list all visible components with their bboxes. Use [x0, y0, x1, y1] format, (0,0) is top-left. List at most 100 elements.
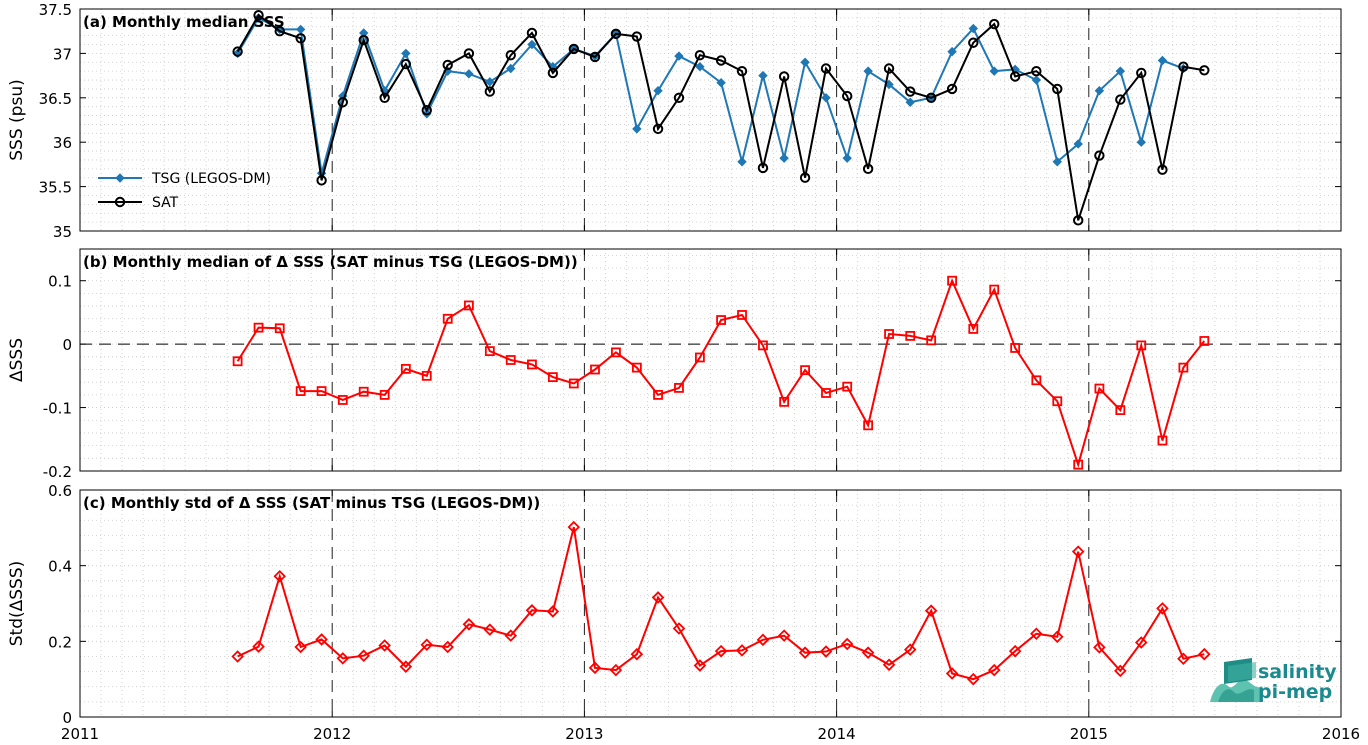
y-tick-label: 0.2 — [48, 633, 72, 651]
data-point — [336, 652, 350, 665]
data-point — [1008, 644, 1022, 658]
data-point — [757, 162, 769, 174]
data-point — [735, 644, 749, 657]
data-point — [273, 569, 287, 583]
data-point — [1114, 664, 1127, 678]
data-point — [359, 28, 369, 38]
data-point — [863, 420, 874, 431]
series-line — [236, 13, 1205, 221]
x-tick-label: 2014 — [818, 725, 856, 743]
data-point — [862, 163, 874, 175]
data-point — [695, 62, 705, 72]
data-point — [945, 667, 959, 680]
data-point — [421, 105, 432, 116]
data-point — [358, 386, 369, 397]
data-point — [567, 520, 581, 534]
y-tick-label: 36.5 — [39, 90, 72, 108]
legend: TSG (LEGOS-DM) SAT — [98, 171, 271, 211]
data-point — [253, 10, 264, 21]
data-point — [968, 37, 979, 48]
data-point — [716, 315, 726, 325]
panel-title: (a) Monthly median SSS — [83, 13, 285, 31]
data-point — [1157, 164, 1168, 175]
logo-line2: pi-mep — [1258, 681, 1332, 703]
data-point — [232, 356, 243, 367]
data-point — [1094, 383, 1105, 394]
data-point — [441, 640, 454, 654]
data-point — [800, 365, 810, 376]
data-point — [483, 623, 497, 636]
y-tick-label: 0.1 — [48, 273, 72, 291]
y-tick-label: 0 — [62, 336, 72, 354]
data-point — [1115, 66, 1126, 76]
data-point — [1030, 627, 1043, 641]
data-point — [420, 638, 434, 652]
data-point — [631, 31, 643, 42]
data-point — [463, 48, 475, 59]
data-point — [546, 605, 560, 618]
data-point — [925, 92, 937, 104]
data-point — [506, 63, 516, 74]
data-point — [462, 618, 476, 631]
data-point — [484, 346, 495, 357]
data-point — [1198, 647, 1211, 661]
data-point — [231, 650, 244, 663]
data-point — [968, 23, 978, 34]
data-point — [905, 86, 916, 97]
data-point — [1010, 343, 1021, 353]
salinity-pi-mep-logo: salinity pi-mep — [1210, 658, 1337, 703]
data-point — [652, 123, 664, 135]
data-point — [821, 388, 831, 398]
grid — [80, 249, 1341, 471]
data-point — [989, 18, 1000, 30]
data-point — [274, 323, 285, 334]
data-point — [842, 153, 852, 163]
data-point — [547, 372, 558, 383]
data-point — [1136, 340, 1147, 351]
legend-label: SAT — [152, 195, 179, 211]
data-point — [358, 34, 369, 46]
data-point — [379, 389, 390, 400]
data-point — [1178, 61, 1189, 72]
x-tick-label: 2015 — [1070, 725, 1108, 743]
legend-label: TSG (LEGOS-DM) — [151, 171, 271, 187]
data-point — [926, 335, 937, 346]
data-point — [715, 55, 727, 66]
panel-title: (c) Monthly std of Δ SSS (SAT minus TSG … — [83, 494, 540, 512]
data-point — [1094, 85, 1105, 96]
data-point — [840, 637, 854, 651]
data-point — [989, 66, 999, 76]
data-point — [588, 661, 602, 675]
data-point — [505, 355, 516, 365]
data-point — [905, 97, 915, 107]
plot-area — [80, 490, 1341, 717]
data-point — [1052, 396, 1063, 407]
data-point — [400, 363, 411, 374]
data-point — [779, 153, 789, 163]
data-point — [989, 284, 1000, 295]
legend-marker — [114, 196, 126, 208]
data-point — [378, 639, 391, 652]
data-point — [758, 70, 768, 81]
data-point — [905, 330, 916, 341]
data-point — [253, 322, 264, 333]
data-point — [1199, 336, 1210, 346]
data-point — [1136, 67, 1147, 79]
data-point — [527, 39, 537, 50]
data-point — [357, 649, 370, 662]
series-delta-c — [231, 520, 1211, 686]
data-point — [610, 28, 622, 40]
y-tick-label: 0.4 — [48, 558, 72, 576]
data-point — [485, 77, 495, 87]
data-point — [884, 329, 894, 339]
axes-frame — [79, 8, 1342, 232]
chart-panel-a: 35 35.5 36 36.5 37 37.5 SSS (psu) (a) Monthly m… — [7, 1, 1342, 241]
legend-marker — [115, 173, 125, 183]
data-point — [1115, 405, 1126, 416]
grid — [80, 9, 1341, 231]
data-point — [924, 604, 938, 617]
data-point — [504, 629, 518, 642]
data-point — [737, 157, 747, 167]
data-point — [401, 48, 411, 59]
